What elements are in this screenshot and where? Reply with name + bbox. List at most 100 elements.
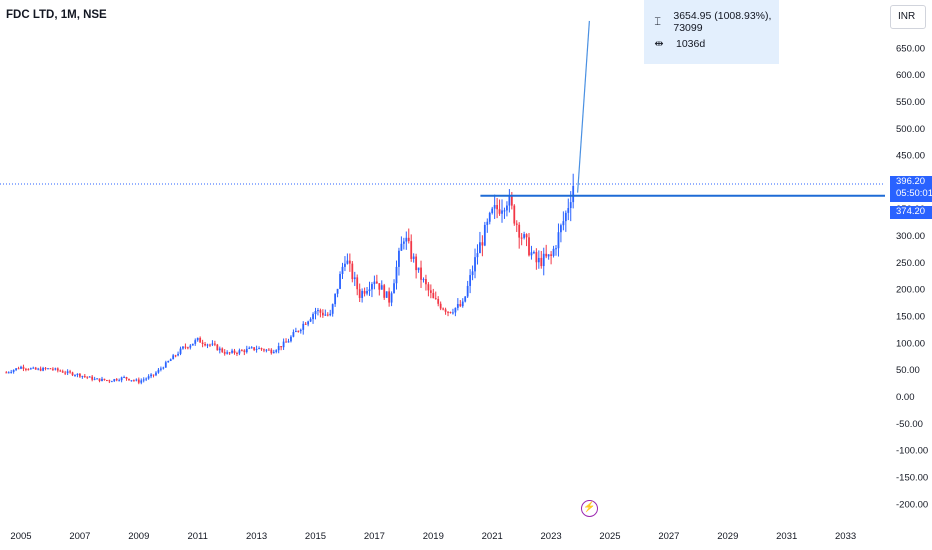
- candle-body: [179, 348, 182, 354]
- candle-body: [491, 208, 494, 213]
- candle-body: [32, 367, 35, 369]
- candle-body: [371, 284, 373, 290]
- time-axis-label: 2027: [658, 531, 679, 542]
- candle-body: [64, 372, 67, 374]
- candle-body: [209, 344, 211, 346]
- candle-body: [390, 293, 393, 303]
- candle-body: [44, 367, 47, 369]
- candle-body: [270, 349, 273, 354]
- candle-body: [304, 323, 307, 325]
- price-axis-label: -150.00: [896, 472, 928, 483]
- candle-body: [196, 337, 199, 341]
- candle-body: [140, 380, 143, 383]
- flash-icon[interactable]: ⚡: [581, 500, 598, 517]
- candle-body: [231, 350, 233, 353]
- measure-tooltip: ⌶ 3654.95 (1008.93%), 73099 ⇹ 1036d: [644, 0, 779, 64]
- candle-body: [498, 209, 501, 214]
- candle-body: [366, 291, 368, 294]
- candle-body: [25, 368, 27, 370]
- candle-body: [513, 205, 516, 224]
- candle-body: [341, 266, 344, 274]
- candle-body: [123, 377, 125, 379]
- candle-body: [375, 281, 378, 284]
- candle-body: [363, 290, 366, 294]
- candle-body: [434, 298, 437, 300]
- candle-body: [130, 380, 133, 382]
- candle-body: [312, 314, 314, 320]
- candle-body: [393, 283, 395, 294]
- candle-body: [145, 378, 148, 380]
- candle-body: [326, 314, 329, 316]
- candle-body: [159, 368, 162, 370]
- candle-body: [515, 223, 518, 225]
- candle-body: [479, 242, 481, 254]
- candle-body: [398, 250, 400, 267]
- candle-body: [137, 379, 140, 383]
- candle-body: [275, 350, 278, 352]
- candle-body: [167, 361, 170, 363]
- candle-body: [540, 257, 543, 267]
- candle-body: [557, 232, 560, 249]
- time-axis-label: 2005: [10, 531, 31, 542]
- candle-body: [172, 355, 175, 360]
- candle-body: [471, 271, 474, 276]
- candle-body: [510, 196, 513, 206]
- candle-body: [135, 379, 138, 381]
- price-axis-label: 450.00: [896, 151, 925, 162]
- candle-body: [336, 288, 339, 294]
- candle-body: [545, 253, 548, 257]
- candle-body: [361, 290, 364, 298]
- candle-body: [52, 368, 54, 370]
- candle-body: [74, 375, 76, 377]
- candle-body: [61, 371, 64, 373]
- candle-body: [501, 210, 503, 214]
- candle-body: [385, 291, 388, 298]
- price-axis-label: 600.00: [896, 70, 925, 81]
- candle-body: [348, 260, 351, 264]
- candle-body: [486, 221, 489, 225]
- candle-body: [454, 307, 457, 313]
- candle-body: [562, 221, 565, 226]
- price-axis-label: -100.00: [896, 446, 928, 457]
- candle-body: [7, 372, 10, 374]
- candle-body: [380, 285, 383, 290]
- candle-body: [439, 303, 442, 309]
- price-axis-label: 100.00: [896, 338, 925, 349]
- candle-body: [346, 260, 349, 264]
- candle-body: [427, 284, 430, 291]
- candle-body: [39, 368, 42, 371]
- candle-body: [282, 341, 285, 348]
- horizontal-line-price-tag: 374.20: [890, 206, 932, 219]
- candle-body: [547, 254, 550, 257]
- candle-body: [400, 243, 403, 251]
- time-axis-label: 2031: [776, 531, 797, 542]
- candle-body: [422, 279, 425, 281]
- candle-body: [218, 348, 221, 351]
- candle-body: [321, 312, 324, 316]
- measure-price-row: ⌶ 3654.95 (1008.93%), 73099: [652, 10, 779, 34]
- candle-body: [290, 336, 292, 342]
- currency-button[interactable]: INR: [890, 5, 926, 29]
- candle-body: [142, 379, 145, 381]
- candle-body: [37, 368, 40, 370]
- candle-body: [405, 237, 408, 242]
- candle-body: [429, 290, 432, 293]
- candle-body: [56, 368, 59, 371]
- candle-body: [79, 373, 81, 377]
- candle-body: [297, 330, 300, 332]
- candle-body: [191, 343, 194, 346]
- candle-body: [59, 370, 62, 372]
- candle-body: [420, 267, 422, 280]
- candle-body: [184, 346, 187, 348]
- candle-body: [520, 237, 523, 239]
- candle-body: [20, 366, 22, 369]
- candle-body: [120, 377, 123, 381]
- candle-body: [407, 237, 410, 242]
- candle-body: [528, 237, 530, 256]
- price-axis-label: 550.00: [896, 97, 925, 108]
- candle-body: [211, 343, 214, 345]
- candle-body: [69, 371, 71, 373]
- candle-body: [402, 241, 405, 244]
- candle-body: [240, 350, 243, 352]
